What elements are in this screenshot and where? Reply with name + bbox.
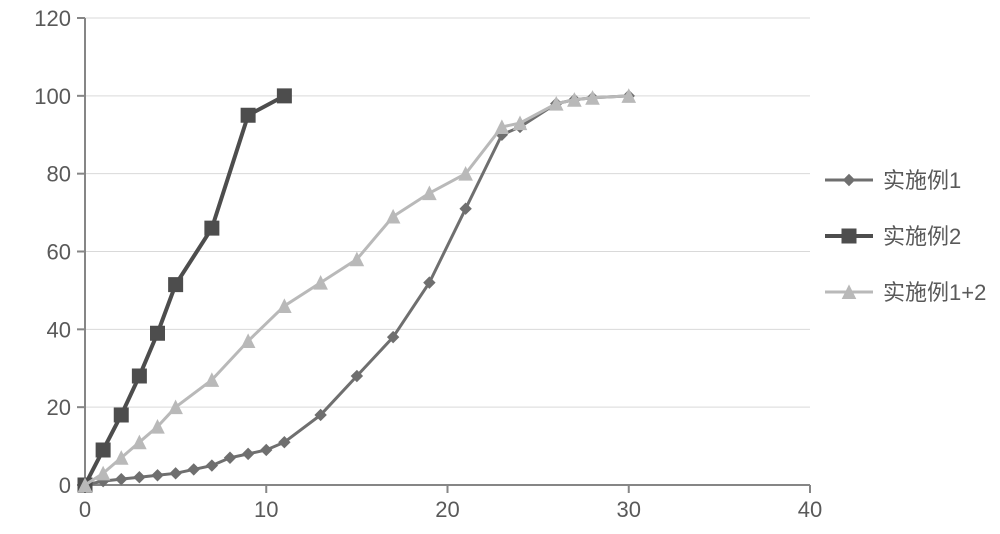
series-marker-s2 [151, 326, 165, 340]
y-tick-label: 40 [47, 317, 71, 342]
legend-label-s3: 实施例1+2 [883, 280, 986, 305]
legend-label-s2: 实施例2 [883, 224, 961, 249]
series-marker-s2 [169, 278, 183, 292]
y-tick-label: 120 [34, 6, 71, 31]
x-tick-label: 0 [79, 497, 91, 522]
y-tick-label: 60 [47, 240, 71, 265]
line-chart: 0 10 20 30 40 0 20 40 60 80 100 120 实施例1 实施例2 实施例1+2 [0, 0, 1000, 534]
y-tick-label: 80 [47, 162, 71, 187]
x-tick-label: 30 [617, 497, 641, 522]
series-marker-s2 [114, 408, 128, 422]
legend-marker-s2 [842, 229, 856, 243]
x-tick-label: 20 [435, 497, 459, 522]
series-marker-s2 [277, 89, 291, 103]
series-marker-s2 [205, 221, 219, 235]
x-tick-label: 10 [254, 497, 278, 522]
y-tick-label: 20 [47, 395, 71, 420]
legend-label-s1: 实施例1 [883, 168, 961, 193]
series-marker-s2 [241, 108, 255, 122]
series-marker-s2 [132, 369, 146, 383]
chart-svg: 0 10 20 30 40 0 20 40 60 80 100 120 实施例1 实施例2 实施例1+2 [0, 0, 1000, 534]
x-tick-label: 40 [798, 497, 822, 522]
series-marker-s2 [96, 443, 110, 457]
y-tick-label: 0 [59, 473, 71, 498]
y-tick-label: 100 [34, 84, 71, 109]
